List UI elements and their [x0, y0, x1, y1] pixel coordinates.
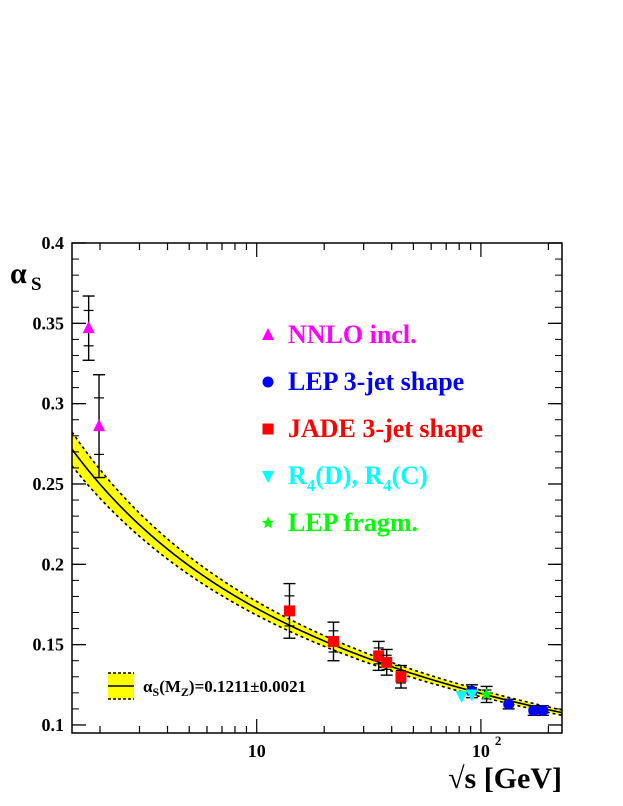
- data-point-circle: [528, 705, 540, 717]
- data-point-triangle-down: [455, 691, 468, 704]
- band-upper-edge: [72, 431, 562, 711]
- data-point-square: [283, 605, 295, 617]
- legend-label-part: R: [288, 461, 307, 490]
- legend-label-subscript: 4: [383, 476, 392, 495]
- x-tick-label: 10: [472, 741, 490, 761]
- y-axis-label-sub: S: [31, 274, 42, 295]
- data-point-star: [480, 687, 493, 700]
- y-tick-label: 0.4: [42, 233, 65, 253]
- x-axis-label: √s [GeV]: [448, 762, 562, 795]
- legend-marker-triangle-up: [262, 328, 274, 340]
- y-tick-label: 0.35: [33, 313, 65, 333]
- data-point-circle: [537, 705, 549, 717]
- band-lower-edge: [72, 465, 562, 717]
- plot-frame: [71, 242, 563, 734]
- data-point-square: [395, 671, 407, 683]
- y-tick-label: 0.2: [42, 554, 65, 574]
- y-tick-label: 0.1: [42, 715, 65, 735]
- band-legend-label: αS(MZ)=0.1211±0.0021: [143, 677, 306, 699]
- data-point-square: [381, 656, 393, 668]
- legend-label-part: (C): [392, 461, 428, 490]
- y-axis-label: α: [10, 257, 27, 290]
- legend-marker-circle: [262, 376, 274, 388]
- band-legend-label-paren-sub: Z: [181, 685, 189, 699]
- legend-label: LEP fragm.: [288, 508, 418, 537]
- legend-label: LEP 3-jet shape: [288, 367, 464, 396]
- legend-label: NNLO incl.: [288, 320, 417, 349]
- data-point-triangle-up: [93, 419, 106, 432]
- band-legend-label-rest: )=0.1211±0.0021: [189, 677, 306, 696]
- y-tick-label: 0.15: [33, 635, 65, 655]
- legend-label: R4(D), R4(C): [288, 461, 428, 495]
- legend-marker-triangle-down: [262, 471, 274, 483]
- legend-label-part: (D), R: [315, 461, 383, 490]
- legend-label: JADE 3-jet shape: [288, 414, 483, 443]
- legend-label-subscript: 4: [307, 476, 316, 495]
- band-legend-label: α: [143, 677, 153, 696]
- band-group: [72, 431, 562, 717]
- legend-marker-star: [261, 516, 275, 529]
- central-curve: [72, 448, 562, 714]
- band-legend-label-paren-main: (M: [159, 677, 181, 696]
- x-tick-exponent: 2: [495, 733, 502, 748]
- legend-marker-square: [262, 423, 274, 435]
- x-tick-label: 10: [248, 741, 266, 761]
- data-point-circle: [503, 698, 515, 710]
- data-point-triangle-up: [82, 321, 95, 334]
- data-point-triangle-down: [465, 689, 478, 702]
- y-tick-label: 0.25: [33, 474, 65, 494]
- data-point-square: [327, 635, 339, 647]
- band-legend-label-sub: S: [153, 685, 160, 699]
- y-tick-label: 0.3: [42, 394, 65, 414]
- data-point-square: [373, 650, 385, 662]
